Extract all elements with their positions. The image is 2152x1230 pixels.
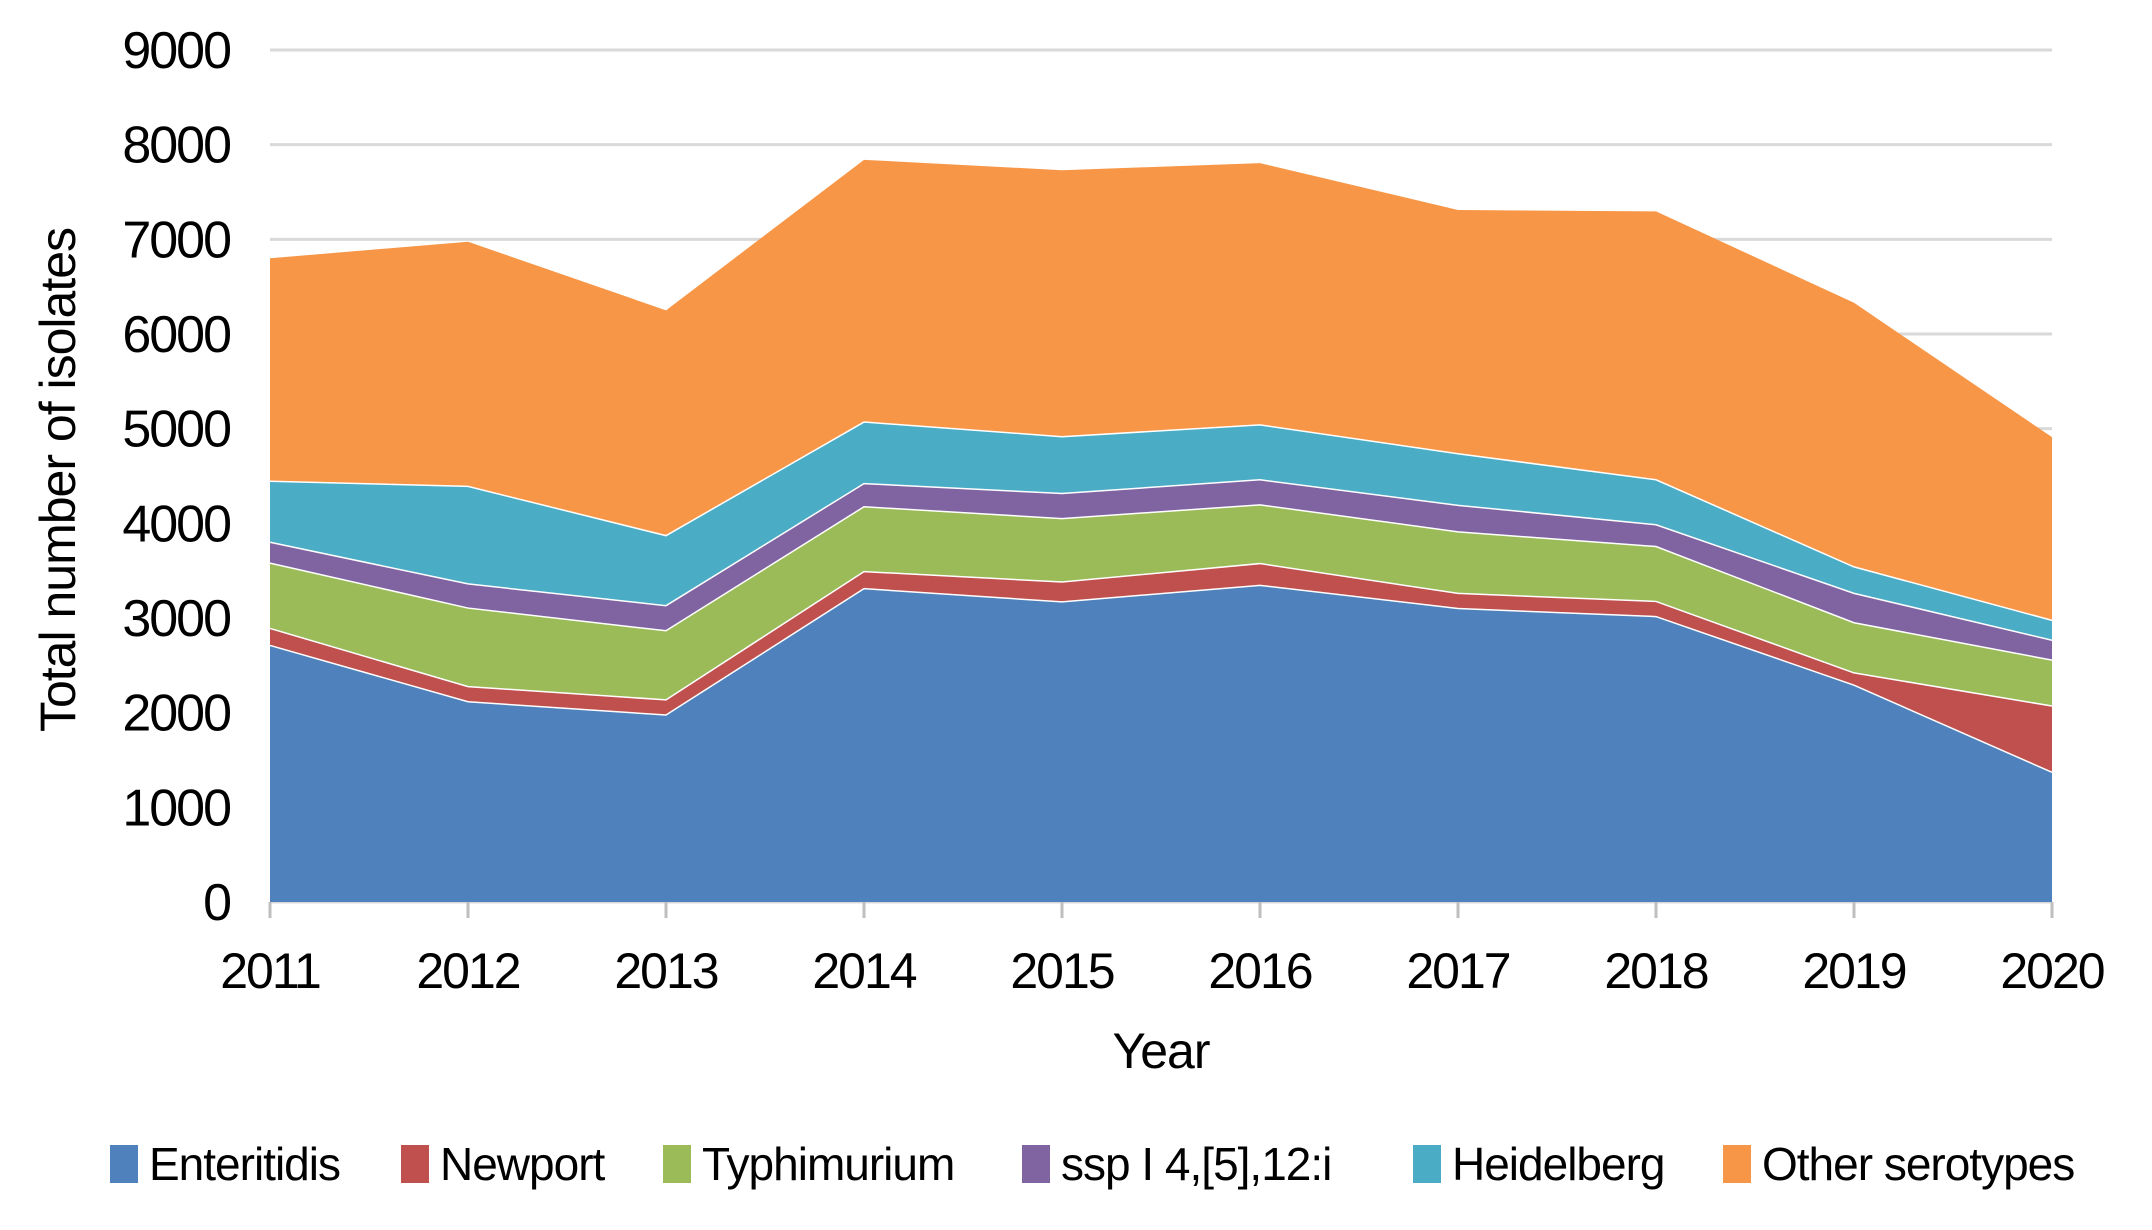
legend-label-ssp-i-4-5-12-i: ssp I 4,[5],12:i [1061,1138,1332,1190]
y-tick-label-2000: 2000 [122,685,230,743]
y-axis-title: Total number of isolates [30,227,86,733]
area-ssp-i-4-5-12-i [270,479,2052,661]
legend-label-heidelberg: Heidelberg [1452,1138,1665,1190]
band-boundary-0 [269,584,2053,773]
x-tick-label-2013: 2013 [614,943,717,999]
legend: Enteritidis Newport Typhimurium ssp I 4,[5]… [0,1138,2152,1198]
y-tick-label-6000: 6000 [122,306,230,364]
band-boundary-2 [269,504,2053,661]
x-tick-label-2016: 2016 [1208,943,1311,999]
x-axis-title: Year [1112,1023,1210,1079]
y-tick-label-8000: 8000 [122,117,230,175]
x-tick-label-2015: 2015 [1010,943,1113,999]
legend-item-enteritidis: Enteritidis [110,1138,341,1190]
y-tick-label-5000: 5000 [122,401,230,459]
legend-label-other-serotypes: Other serotypes [1762,1138,2075,1190]
x-tick-label-2012: 2012 [416,943,519,999]
legend-swatch-heidelberg [1413,1145,1441,1183]
y-tick-label-4000: 4000 [122,495,230,553]
legend-label-typhimurium: Typhimurium [702,1138,955,1190]
legend-swatch-enteritidis [110,1145,138,1183]
legend-swatch-typhimurium [663,1145,691,1183]
legend-item-other-serotypes: Other serotypes [1723,1138,2075,1190]
y-tick-label-1000: 1000 [122,779,230,837]
x-tick-label-2020: 2020 [2000,943,2103,999]
x-tick-label-2011: 2011 [220,943,320,999]
legend-item-ssp-i-4-5-12-i: ssp I 4,[5],12:i [1022,1138,1332,1190]
x-tick-label-2014: 2014 [812,943,916,999]
area-enteritidis [270,585,2052,902]
area-other-serotypes [270,159,2052,621]
x-tick-label-2017: 2017 [1406,943,1509,999]
y-tick-label-9000: 9000 [122,22,230,80]
band-boundary-4 [269,421,2053,622]
y-tick-label-7000: 7000 [122,211,230,269]
x-tick-label-2019: 2019 [1802,943,1905,999]
legend-swatch-other-serotypes [1723,1145,1751,1183]
legend-label-enteritidis: Enteritidis [149,1138,341,1190]
y-tick-label-0: 0 [203,874,230,932]
y-tick-label-3000: 3000 [122,590,230,648]
legend-label-newport: Newport [440,1138,605,1190]
legend-swatch-newport [401,1145,429,1183]
legend-item-typhimurium: Typhimurium [663,1138,955,1190]
area-typhimurium [270,504,2052,707]
x-tick-label-2018: 2018 [1604,943,1707,999]
band-boundary-3 [269,479,2053,641]
band-boundary-1 [269,562,2053,707]
legend-item-newport: Newport [401,1138,605,1190]
legend-swatch-ssp-i-4-5-12-i [1022,1145,1050,1183]
legend-item-heidelberg: Heidelberg [1413,1138,1665,1190]
area-heidelberg [270,422,2052,641]
